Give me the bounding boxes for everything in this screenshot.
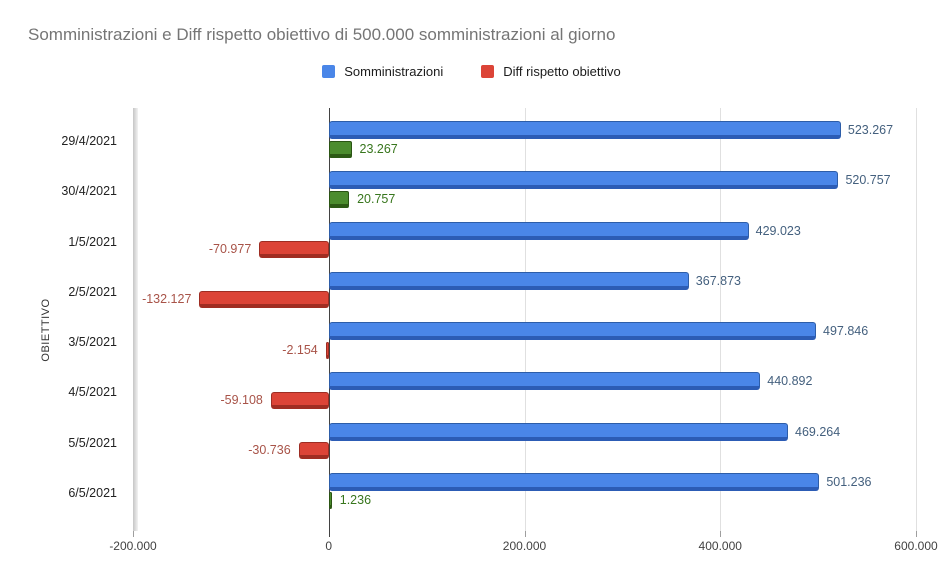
category-label: 5/5/2021 [68,435,117,450]
category-label: 29/4/2021 [61,134,117,148]
category-label: 30/4/2021 [61,184,117,199]
x-axis-tick-label: 600.000 [894,539,938,553]
legend: Somministrazioni Diff rispetto obiettivo [0,64,943,79]
diff-bar[interactable] [199,291,329,309]
category-label: 1/5/2021 [68,234,117,249]
diff-bar[interactable] [298,442,329,459]
axis-tick [916,531,917,537]
axis-tick [524,531,526,537]
diff-value-label: 23.267 [359,141,398,156]
chart-title: Somministrazioni e Diff rispetto obietti… [28,25,616,44]
diff-value-label: 1.236 [339,493,372,508]
diff-bar[interactable] [270,391,329,409]
legend-item[interactable]: Diff rispetto obiettivo [481,64,621,79]
x-axis-labels: -200.000 0 200.000 400.000 600.000 [109,539,937,555]
somministrazioni-bar[interactable] [328,121,841,139]
somministrazioni-bar[interactable] [328,472,820,491]
somministrazioni-value-label: 520.757 [845,173,891,188]
somministrazioni-value-label: 501.236 [826,474,872,489]
legend-swatch-icon [322,65,336,78]
somministrazioni-value-label: 367.873 [695,273,741,288]
diff-value-label: -132.127 [142,292,192,307]
category-label: 2/5/2021 [68,284,117,299]
legend-swatch-icon [481,65,495,78]
diff-bar[interactable] [259,241,329,258]
somministrazioni-bar[interactable] [328,372,761,391]
diff-value-label: -2.154 [282,342,318,357]
gridline [720,108,722,531]
x-axis-tick-label: -200.000 [109,539,157,553]
diff-bar[interactable] [328,190,350,208]
chart-plot-area: 523.267 23.267 520.757 20.757 429.023 -70.977… [133,108,917,537]
legend-item-label: Diff rispetto obiettivo [503,64,621,79]
somministrazioni-bar[interactable] [328,322,817,340]
diff-bar[interactable] [328,140,352,158]
diff-value-label: 20.757 [357,191,396,206]
diff-value-label: -70.977 [208,242,252,256]
somministrazioni-value-label: 523.267 [847,123,894,137]
x-axis-tick-label: 0 [325,539,333,553]
axis-tick [133,531,134,537]
somministrazioni-value-label: 429.023 [755,223,801,238]
diff-value-label: -30.736 [248,443,291,457]
legend-item[interactable]: Somministrazioni [322,64,443,79]
somministrazioni-bar[interactable] [328,221,749,240]
gridline [524,108,526,531]
diff-bar[interactable] [328,492,332,510]
diff-value-label: -59.108 [220,392,263,407]
x-axis-tick-label: 400.000 [698,539,742,553]
category-label: 6/5/2021 [68,485,117,500]
x-axis-tick-label: 200.000 [502,539,547,553]
category-label: 4/5/2021 [68,385,117,400]
axis-tick [720,531,722,537]
diff-bar[interactable] [325,341,329,359]
somministrazioni-bar[interactable] [328,171,839,190]
y-axis-labels: 29/4/2021 30/4/2021 1/5/2021 2/5/2021 3/5/20… [0,108,125,531]
somministrazioni-bar[interactable] [328,271,689,290]
somministrazioni-value-label: 440.892 [767,374,813,389]
category-label: 3/5/2021 [68,335,117,349]
gridline [133,108,138,531]
somministrazioni-value-label: 469.264 [795,424,841,439]
legend-item-label: Somministrazioni [344,64,444,79]
somministrazioni-value-label: 497.846 [823,324,869,338]
gridline [916,108,917,531]
somministrazioni-bar[interactable] [328,422,789,441]
